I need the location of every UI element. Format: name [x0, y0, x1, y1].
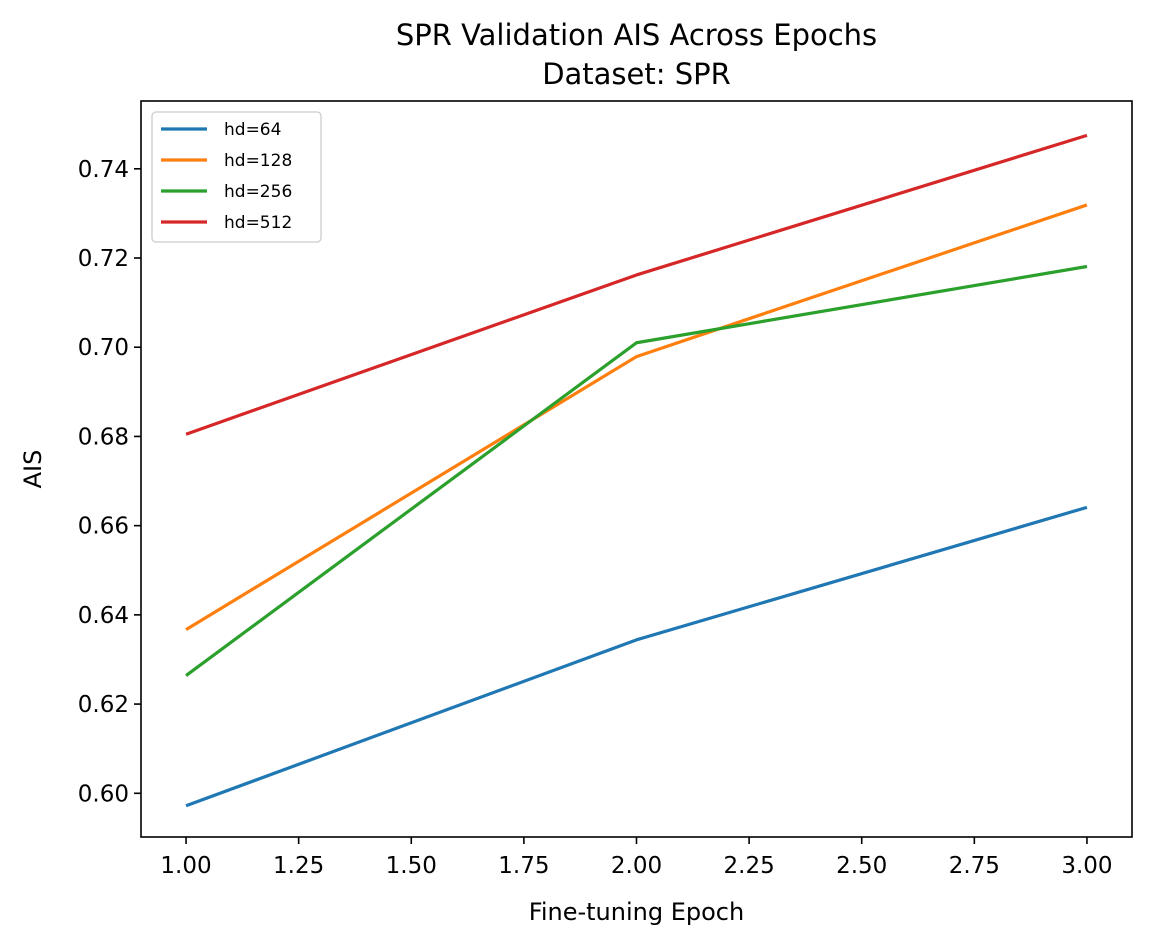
y-tick-label: 0.62 [78, 692, 129, 718]
chart-title: SPR Validation AIS Across Epochs [396, 18, 877, 52]
y-tick-label: 0.74 [78, 157, 129, 183]
y-tick-label: 0.64 [78, 603, 129, 629]
legend-frame [151, 111, 322, 243]
x-tick-label: 1.00 [160, 853, 211, 879]
x-tick-label: 2.50 [836, 853, 887, 879]
chart-subtitle: Dataset: SPR [542, 57, 731, 91]
x-tick-label: 3.00 [1061, 853, 1112, 879]
y-tick-label: 0.72 [78, 246, 129, 272]
legend-label: hd=128 [224, 151, 292, 171]
series-line-hd=512 [185, 133, 1088, 436]
x-tick-label: 1.25 [273, 853, 324, 879]
y-tick-label: 0.60 [78, 781, 129, 807]
x-tick-label: 1.75 [498, 853, 549, 879]
legend-items: hd=64 hd=128 hd=256 hd=512 [161, 120, 292, 233]
x-tick-label: 1.50 [386, 853, 437, 879]
series-line-hd=256 [185, 264, 1088, 677]
legend: hd=64 hd=128 hd=256 hd=512 [151, 111, 322, 243]
y-axis-label: AIS [19, 450, 47, 489]
series-layer [185, 133, 1088, 808]
series-line-hd=128 [185, 203, 1088, 631]
series-line-hd=64 [185, 505, 1088, 808]
legend-label: hd=512 [224, 213, 292, 233]
x-axis-label: Fine-tuning Epoch [529, 898, 744, 926]
y-tick-label: 0.66 [78, 514, 129, 540]
plot-frame [140, 100, 1133, 838]
x-axis-ticks: 1.00 1.25 1.50 1.75 2.00 2.25 2.50 2.75 3.00 [160, 837, 1113, 879]
y-tick-label: 0.68 [78, 424, 129, 450]
x-tick-label: 2.75 [949, 853, 1000, 879]
legend-label: hd=256 [224, 182, 292, 202]
legend-label: hd=64 [224, 120, 281, 140]
y-axis-ticks: 0.60 0.62 0.64 0.66 0.68 0.70 0.72 0.74 [78, 157, 141, 807]
x-tick-label: 2.00 [611, 853, 662, 879]
x-tick-label: 2.25 [724, 853, 775, 879]
y-tick-label: 0.70 [78, 335, 129, 361]
